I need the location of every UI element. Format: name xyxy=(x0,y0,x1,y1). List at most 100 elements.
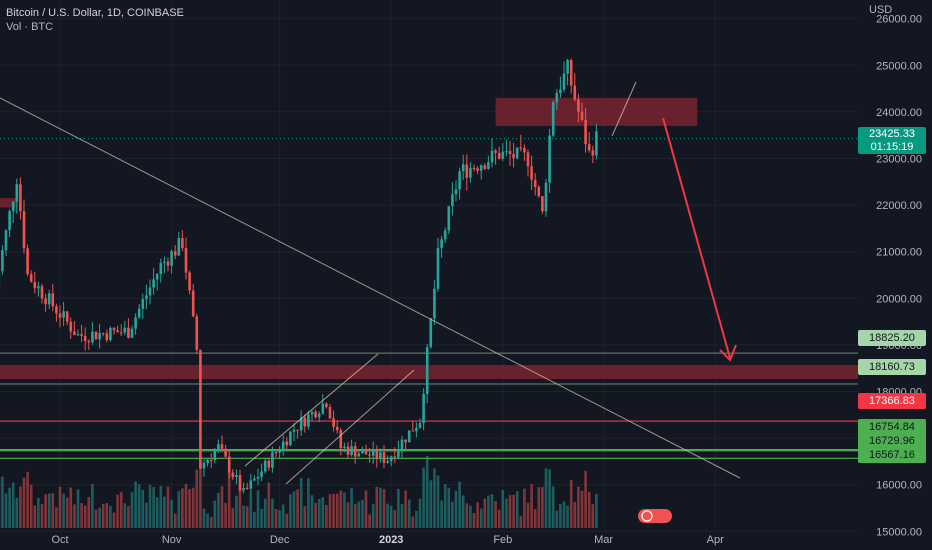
volume-bar xyxy=(94,509,98,528)
volume-bar xyxy=(220,486,224,528)
volume-bar xyxy=(508,495,512,528)
level-tag-18160: 18160.73 xyxy=(858,359,926,375)
volume-bar xyxy=(465,503,469,528)
candle-body xyxy=(181,238,184,248)
candle-body xyxy=(91,331,94,343)
candle-body xyxy=(548,135,551,183)
candle-body xyxy=(119,332,123,334)
volume-bar xyxy=(245,506,249,528)
candle-body xyxy=(235,475,238,478)
candle-body xyxy=(159,263,163,274)
candle-body xyxy=(184,247,188,273)
volume-bar xyxy=(33,505,37,528)
y-tick-label: 16000.00 xyxy=(876,480,922,492)
volume-bar xyxy=(83,505,87,528)
volume-bar xyxy=(461,495,465,528)
candle-body xyxy=(145,295,148,300)
candle-body xyxy=(195,316,199,350)
candle-body xyxy=(22,211,26,249)
volume-bar xyxy=(577,486,580,528)
volume-bar xyxy=(541,487,544,528)
candle-body xyxy=(105,333,109,340)
volume-bar xyxy=(98,507,101,528)
volume-label: Vol · BTC xyxy=(6,21,54,33)
volume-bar xyxy=(584,470,587,528)
candle-body xyxy=(321,403,325,414)
volume-bar xyxy=(112,512,116,528)
volume-bar xyxy=(375,486,379,528)
volume-bar xyxy=(37,497,40,528)
candle-body xyxy=(476,168,479,171)
support-zone xyxy=(0,365,858,380)
volume-bar xyxy=(487,495,490,528)
candle-body xyxy=(569,60,573,86)
volume-bar xyxy=(163,496,166,528)
level-tag-18825: 18825.20 xyxy=(858,330,926,346)
x-tick-label: Dec xyxy=(270,534,290,546)
candle-body xyxy=(368,454,371,456)
candle-body xyxy=(335,426,339,431)
candle-body xyxy=(411,430,415,432)
candle-body xyxy=(101,332,105,334)
volume-bar xyxy=(299,477,303,528)
volume-bar xyxy=(573,501,577,528)
candle-body xyxy=(73,331,76,336)
candle-body xyxy=(501,151,505,159)
candle-body xyxy=(253,478,256,481)
level-tag-17366: 17366.83 xyxy=(858,393,926,409)
descending-trendline xyxy=(0,97,741,479)
volume-bar xyxy=(127,506,130,528)
volume-bar xyxy=(1,476,4,528)
volume-bar xyxy=(314,502,317,528)
candle-body xyxy=(584,119,587,145)
candle-body xyxy=(177,238,181,256)
candle-body xyxy=(508,150,512,155)
candle-body xyxy=(206,459,209,463)
last-price-tag: 23425.33 01:15:19 xyxy=(858,127,926,154)
volume-bar xyxy=(555,510,559,528)
candle-body xyxy=(523,148,526,153)
symbol-title: Bitcoin / U.S. Dollar, 1D, COINBASE xyxy=(6,7,184,19)
volume-bar xyxy=(69,487,73,528)
candle-body xyxy=(458,171,461,190)
candle-body xyxy=(533,179,537,187)
candle-body xyxy=(375,449,379,460)
volume-bar xyxy=(321,497,325,528)
candle-body xyxy=(47,293,51,305)
volume-bar xyxy=(451,501,454,528)
candle-body xyxy=(44,298,47,305)
projection-arrowhead xyxy=(719,344,737,362)
volume-bars xyxy=(0,456,598,528)
level-tag-16754: 16754.84 xyxy=(858,419,926,435)
candle-body xyxy=(137,308,141,318)
candle-body xyxy=(325,403,328,408)
volume-bar xyxy=(256,490,260,528)
candle-body xyxy=(393,456,397,458)
volume-bar xyxy=(317,499,321,528)
candle-body xyxy=(112,327,116,331)
volume-bar xyxy=(199,456,202,528)
volume-bar xyxy=(195,469,199,528)
candle-body xyxy=(566,60,569,74)
volume-bar xyxy=(209,517,213,528)
candle-body xyxy=(559,89,562,93)
wedge-line xyxy=(611,81,637,137)
volume-bar xyxy=(29,484,33,528)
candle-body xyxy=(292,429,296,432)
candle-body xyxy=(555,92,559,103)
candle-body xyxy=(451,194,454,207)
candle-body xyxy=(173,251,177,256)
candle-body xyxy=(350,446,353,455)
volume-bar xyxy=(440,500,443,528)
candle-body xyxy=(199,349,202,469)
volume-bar xyxy=(263,498,267,528)
volume-bar xyxy=(562,501,566,528)
candle-body xyxy=(213,450,217,461)
candle-body xyxy=(227,456,231,473)
candle-body xyxy=(87,340,91,343)
volume-bar xyxy=(4,493,8,528)
volume-bar xyxy=(415,510,418,528)
candle-body xyxy=(217,444,220,451)
